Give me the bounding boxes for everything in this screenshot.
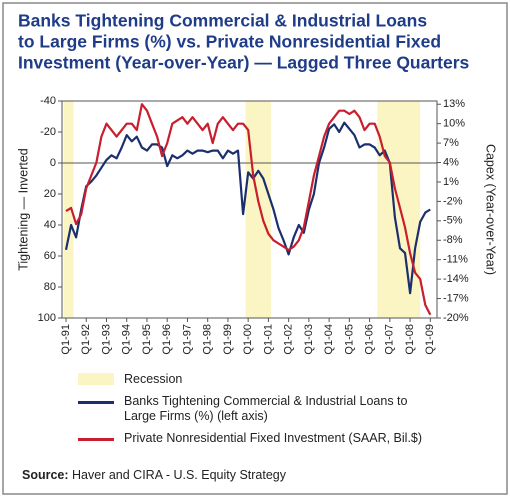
x-tick-label: Q1-07 [384,324,396,355]
source: Source: Haver and CIRA - U.S. Equity Str… [22,468,286,482]
legend-swatch [78,373,114,385]
series-line [65,103,432,316]
y2-tick-label: -20% [443,312,469,324]
source-text: Haver and CIRA - U.S. Equity Strategy [72,468,287,482]
y2-tick-label: 10% [443,118,465,130]
y2-tick-label: -8% [443,234,463,246]
x-tick-label: Q1-98 [202,324,214,355]
x-tick-label: Q1-93 [100,324,112,355]
x-tick-label: Q1-92 [80,324,92,355]
y2-tick-label: -14% [443,273,469,285]
y2-axis-label: Capex (Year-over-Year) [484,144,498,275]
x-tick-label: Q1-09 [424,324,436,355]
y2-tick-label: 13% [443,98,465,110]
x-tick-label: Q1-01 [262,324,274,355]
x-tick-label: Q1-02 [283,324,295,355]
y-tick-label: 40 [44,219,56,231]
x-tick-label: Q1-99 [222,324,234,355]
recession-band [377,101,421,318]
y2-tick-label: 1% [443,176,459,188]
legend-swatch [78,401,114,404]
x-tick-label: Q1-91 [60,324,72,355]
source-label: Source: [22,468,69,482]
chart-title: Investment (Year-over-Year) — Lagged Thr… [18,53,470,73]
chart-title: to Large Firms (%) vs. Private Nonreside… [18,32,441,52]
chart-title: Banks Tightening Commercial & Industrial… [18,11,427,31]
x-tick-label: Q1-05 [343,324,355,355]
y-tick-label: 80 [44,281,56,293]
x-tick-label: Q1-06 [364,324,376,355]
x-tick-label: Q1-95 [141,324,153,355]
y2-tick-label: -2% [443,195,463,207]
y-tick-label: 20 [44,188,56,200]
x-tick-label: Q1-04 [323,324,335,355]
y-tick-label: 100 [38,312,56,324]
y2-tick-label: -5% [443,215,463,227]
x-tick-label: Q1-03 [303,324,315,355]
y-tick-label: -20 [40,126,56,138]
legend-label: Private Nonresidential Fixed Investment … [124,431,423,445]
legend-label: Recession [124,372,183,386]
legend-label: Banks Tightening Commercial & Industrial… [124,394,408,423]
y2-tick-label: 7% [443,137,459,149]
y-tick-label: -40 [40,95,56,107]
x-tick-label: Q1-96 [161,324,173,355]
x-tick-label: Q1-97 [181,324,193,355]
x-tick-label: Q1-00 [242,324,254,355]
plot-frame [61,100,438,319]
y-tick-label: 60 [44,250,56,262]
series-line [64,121,431,295]
x-tick-label: Q1-08 [404,324,416,355]
y2-tick-label: -17% [443,292,469,304]
y-tick-label: 0 [50,157,56,169]
legend-swatch [78,438,114,441]
x-tick-label: Q1-94 [121,324,133,355]
y2-tick-label: -11% [443,254,468,266]
y2-tick-label: 4% [443,156,459,168]
y-axis-label: Tightening — Inverted [16,148,30,271]
